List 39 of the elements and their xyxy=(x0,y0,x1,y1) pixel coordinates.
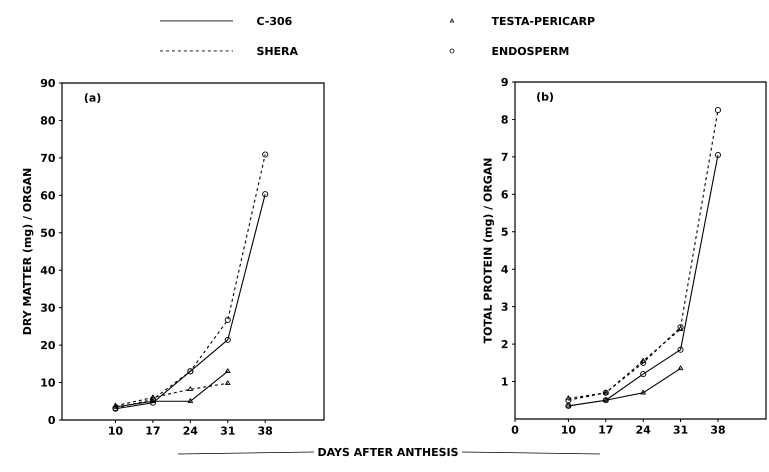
y-tick-label: 20 xyxy=(41,340,55,350)
y-tick-label: 30 xyxy=(40,304,55,312)
text: C-306 xyxy=(257,16,292,26)
x-tick-label: 38 xyxy=(711,426,725,434)
y-tick-label: 60 xyxy=(40,191,55,200)
y-tick-label: 5 xyxy=(502,228,508,236)
y-tick-label: 0 xyxy=(48,416,55,424)
text: TESTA-PERICARP xyxy=(492,16,595,26)
x-tick-label: 10 xyxy=(562,426,576,434)
x-tick-label: 38 xyxy=(258,426,272,435)
x-tick-label: 0 xyxy=(512,426,518,434)
text: SHERA xyxy=(257,46,298,56)
y-tick-label: 3 xyxy=(502,302,508,311)
x-axis-title: DAYS AFTER ANTHESIS xyxy=(318,448,458,456)
x-tick-label: 17 xyxy=(146,426,160,434)
text: ENDOSPERM xyxy=(492,46,568,56)
x-tick-label: 17 xyxy=(599,426,613,434)
x-tick-label: 10 xyxy=(109,426,123,435)
x-tick-label: 24 xyxy=(184,426,198,435)
y-tick-label: 4 xyxy=(501,265,508,274)
x-tick-label: 31 xyxy=(220,426,235,435)
y-tick-label: 8 xyxy=(502,115,508,124)
x-tick-label: 24 xyxy=(636,426,650,434)
text: (a) xyxy=(84,93,100,104)
y-tick-label: 2 xyxy=(502,340,508,348)
y-tick-label: 40 xyxy=(40,266,55,274)
y-tick-label: 90 xyxy=(40,78,55,88)
y-tick-label: 50 xyxy=(41,228,55,237)
y-tick-label: 10 xyxy=(41,378,55,387)
y-tick-label: 1 xyxy=(502,378,508,386)
text: (b) xyxy=(537,92,554,102)
y-tick-label: 70 xyxy=(40,154,55,162)
y-tick-label: 9 xyxy=(501,78,508,86)
y-tick-label: 6 xyxy=(502,190,508,198)
y-tick-label: 80 xyxy=(40,116,55,125)
y-tick-label: 7 xyxy=(502,152,508,161)
x-tick-label: 31 xyxy=(674,426,688,434)
y-axis-title: DRY MATTER (mg) / ORGAN xyxy=(22,168,34,334)
y-axis-title: TOTAL PROTEIN (mg) / ORGAN xyxy=(483,158,494,344)
